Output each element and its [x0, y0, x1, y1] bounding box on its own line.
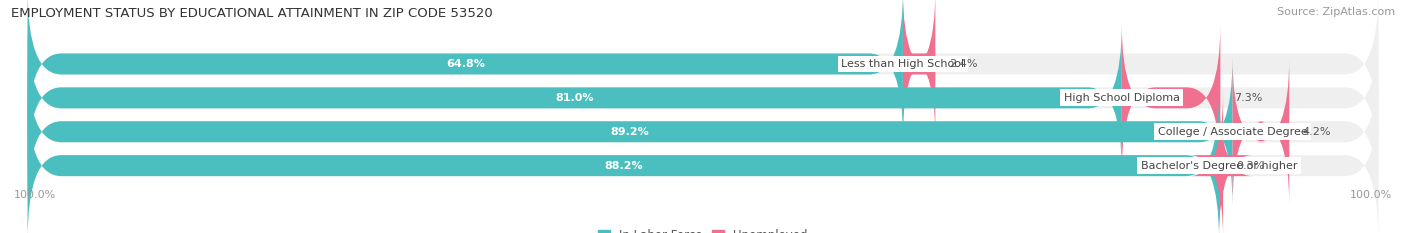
Text: 89.2%: 89.2% [610, 127, 650, 137]
FancyBboxPatch shape [28, 24, 1122, 172]
Text: Source: ZipAtlas.com: Source: ZipAtlas.com [1277, 7, 1395, 17]
Text: Less than High School: Less than High School [841, 59, 965, 69]
Text: High School Diploma: High School Diploma [1064, 93, 1180, 103]
FancyBboxPatch shape [28, 91, 1219, 233]
FancyBboxPatch shape [28, 24, 1378, 172]
Text: 64.8%: 64.8% [446, 59, 485, 69]
Text: Bachelor's Degree or higher: Bachelor's Degree or higher [1140, 161, 1298, 171]
FancyBboxPatch shape [1233, 58, 1289, 206]
FancyBboxPatch shape [28, 58, 1233, 206]
Text: 7.3%: 7.3% [1234, 93, 1263, 103]
Text: 2.4%: 2.4% [949, 59, 977, 69]
Legend: In Labor Force, Unemployed: In Labor Force, Unemployed [598, 229, 808, 233]
Text: 88.2%: 88.2% [605, 161, 643, 171]
Text: EMPLOYMENT STATUS BY EDUCATIONAL ATTAINMENT IN ZIP CODE 53520: EMPLOYMENT STATUS BY EDUCATIONAL ATTAINM… [11, 7, 494, 20]
Text: 0.3%: 0.3% [1237, 161, 1265, 171]
FancyBboxPatch shape [28, 58, 1378, 206]
FancyBboxPatch shape [28, 0, 1378, 138]
FancyBboxPatch shape [901, 0, 936, 138]
Text: 100.0%: 100.0% [1350, 190, 1392, 200]
Text: 81.0%: 81.0% [555, 93, 593, 103]
FancyBboxPatch shape [28, 0, 903, 138]
Text: College / Associate Degree: College / Associate Degree [1157, 127, 1308, 137]
FancyBboxPatch shape [1189, 91, 1253, 233]
FancyBboxPatch shape [28, 91, 1378, 233]
FancyBboxPatch shape [1122, 24, 1220, 172]
Text: 100.0%: 100.0% [14, 190, 56, 200]
Text: 4.2%: 4.2% [1303, 127, 1331, 137]
